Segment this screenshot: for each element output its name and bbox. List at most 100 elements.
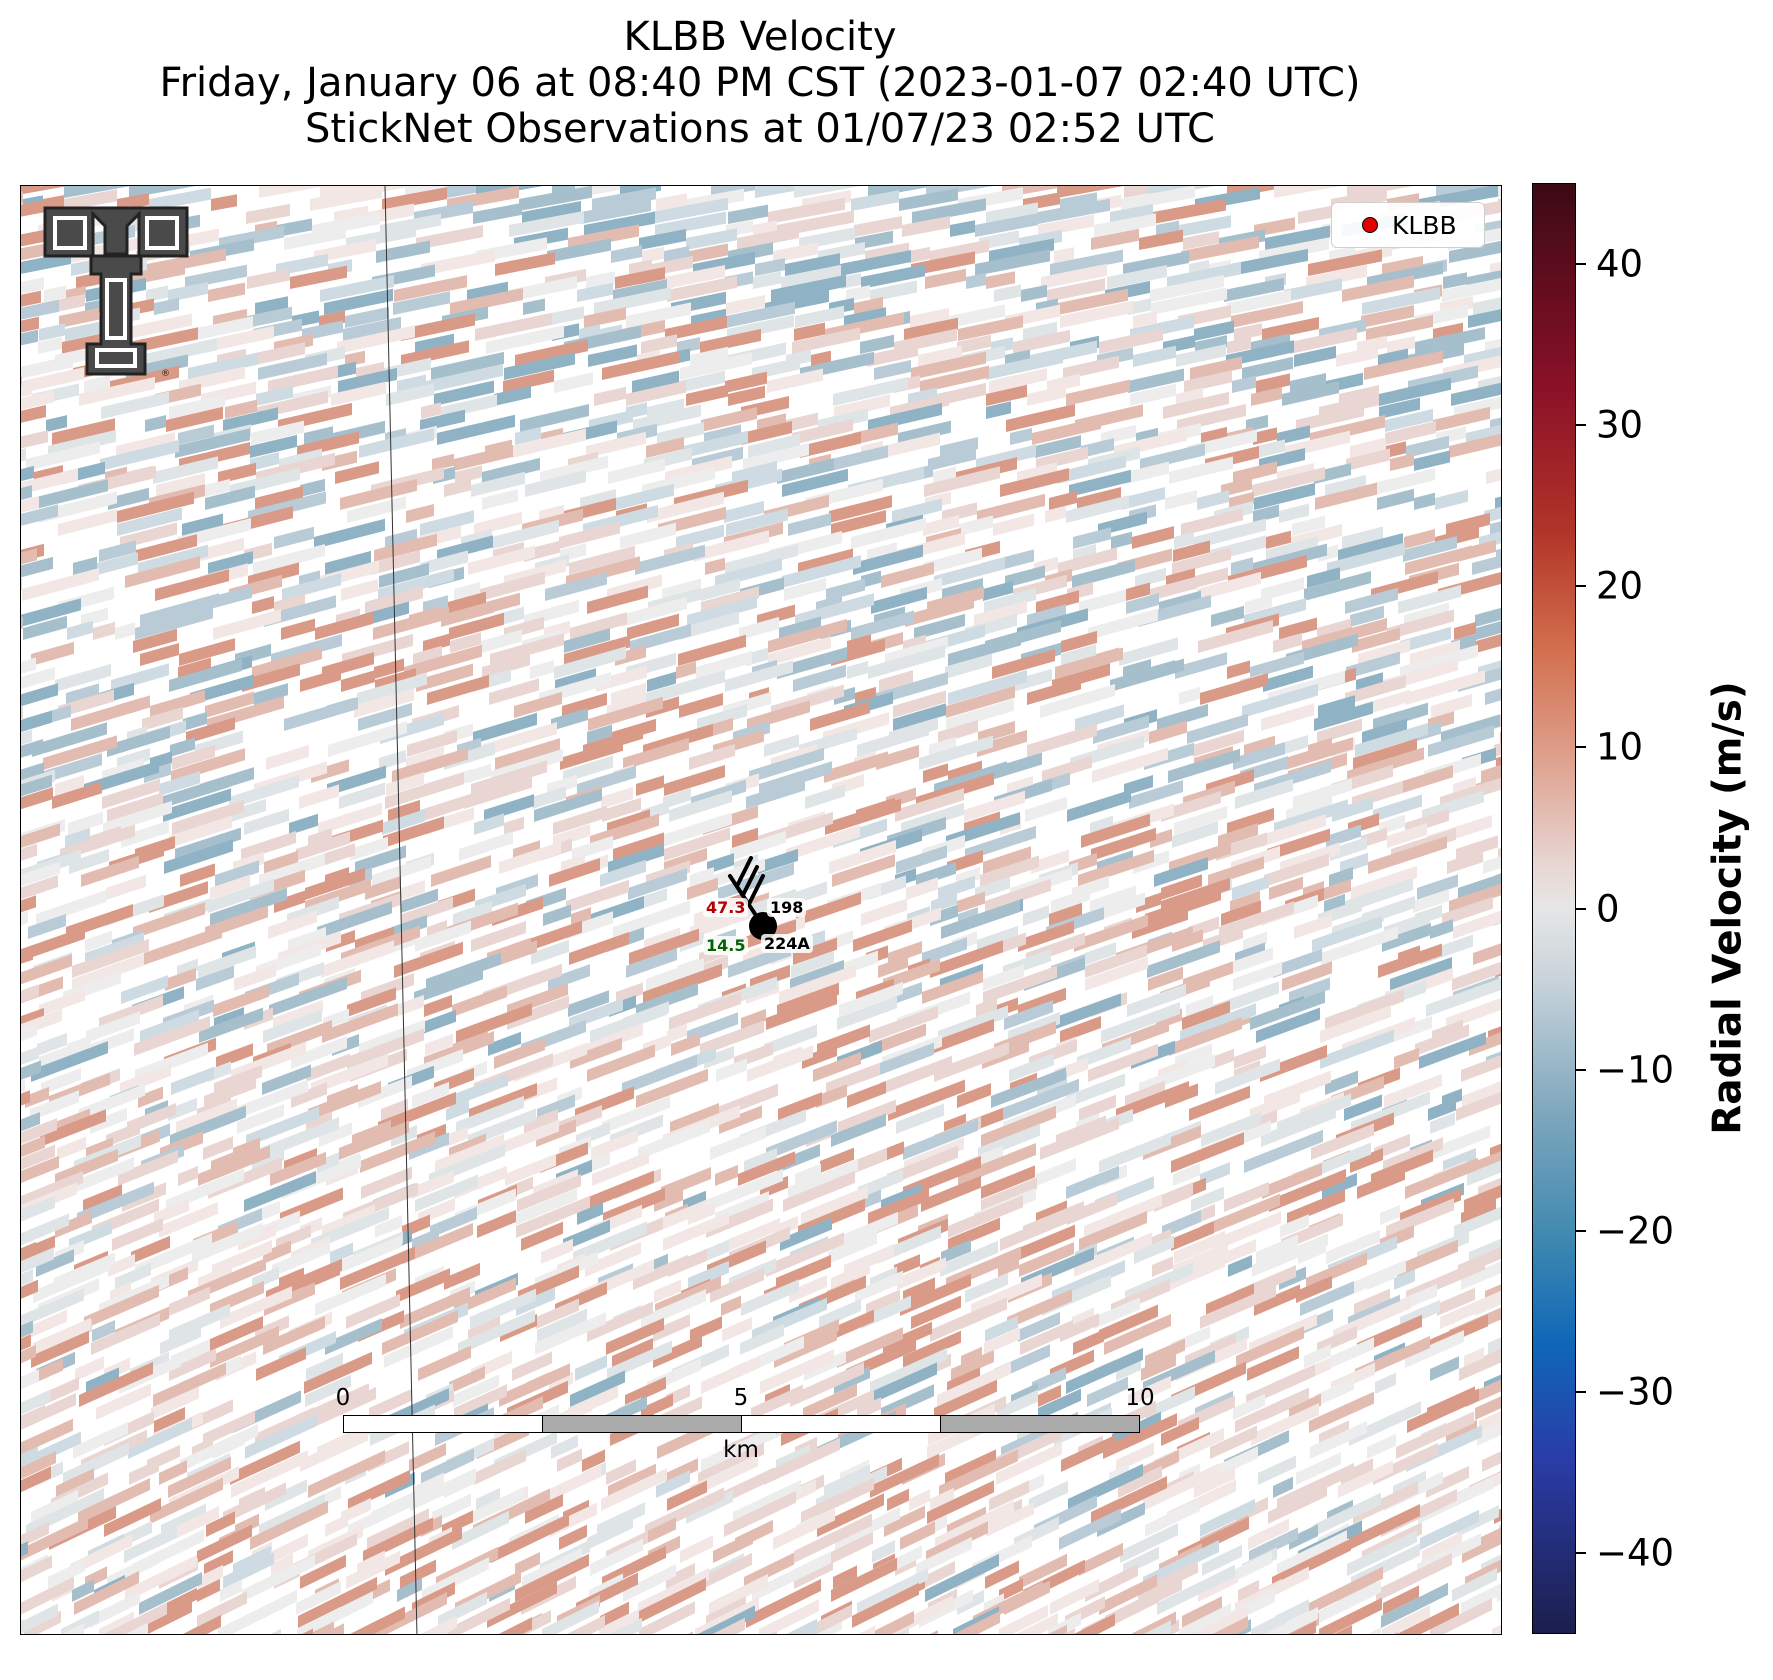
radar-gate — [946, 685, 1015, 718]
radar-gate — [223, 1552, 274, 1589]
radar-gate — [1462, 1532, 1501, 1563]
radar-gate — [298, 1576, 377, 1628]
radar-gate — [746, 1578, 821, 1628]
radar-gate — [420, 789, 484, 822]
radar-gate — [382, 187, 447, 211]
radar-gate — [223, 407, 278, 432]
radar-gate — [21, 1603, 58, 1634]
radar-gate — [746, 778, 805, 809]
radar-gate — [320, 186, 347, 198]
radar-gate — [867, 542, 897, 562]
radar-gate — [1254, 1284, 1300, 1316]
radar-gate — [437, 414, 515, 445]
radar-gate — [241, 831, 296, 861]
radar-gate — [1179, 686, 1200, 705]
radar-gate — [1318, 695, 1355, 718]
radar-gate — [749, 747, 824, 783]
radar-gate — [926, 1018, 994, 1056]
radar-gate — [728, 385, 765, 406]
radar-gate — [43, 735, 117, 770]
radar-gate — [725, 371, 767, 393]
radar-gate — [874, 359, 911, 380]
radar-gate — [1501, 786, 1502, 809]
radar-gate — [858, 1625, 875, 1634]
radar-gate — [21, 577, 22, 591]
radar-gate — [404, 644, 482, 679]
radar-gate — [1150, 828, 1172, 848]
radar-gate — [305, 1374, 351, 1407]
radar-gate — [1256, 1007, 1320, 1043]
radar-gate — [1442, 278, 1501, 302]
radar-gate — [245, 1414, 317, 1459]
map-title: KLBB Velocity Friday, January 06 at 08:4… — [0, 14, 1520, 152]
radar-gate — [65, 827, 90, 848]
radar-gate — [958, 1142, 1036, 1186]
radar-gate — [741, 1008, 766, 1030]
radar-gate — [918, 345, 962, 367]
radar-gate — [415, 920, 471, 952]
radar-gate — [1419, 1032, 1486, 1069]
radar-gate — [626, 380, 686, 406]
radar-gate — [84, 1284, 159, 1329]
radar-gate — [99, 1611, 134, 1634]
radar-gate — [686, 384, 728, 406]
radar-gate — [1075, 704, 1124, 731]
radar-gate — [401, 879, 425, 900]
radar-gate — [499, 841, 561, 874]
radar-gate — [572, 835, 613, 861]
radar-gate — [824, 751, 888, 783]
radar-gate — [667, 1480, 707, 1511]
radar-gate — [244, 808, 289, 835]
radar-gate — [938, 719, 978, 744]
radar-gate — [586, 431, 646, 458]
radar-gate — [416, 663, 473, 692]
radar-gate — [1218, 823, 1258, 848]
radar-gate — [481, 721, 557, 757]
radar-gate — [41, 1067, 81, 1095]
radar-gate — [525, 469, 586, 497]
radar-gate — [347, 496, 406, 523]
radar-gate — [1426, 1465, 1469, 1498]
radar-gate — [1449, 240, 1501, 263]
radar-gate — [21, 598, 81, 627]
radar-gate — [587, 1301, 653, 1342]
radar-gate — [300, 1554, 346, 1589]
radar-gate — [871, 586, 927, 614]
radar-gate — [632, 370, 679, 393]
radar-gate — [714, 858, 765, 887]
radar-gate — [213, 984, 269, 1017]
radar-gate — [770, 1630, 777, 1634]
radar-gate — [171, 1066, 214, 1095]
radar-gate — [600, 859, 646, 887]
radar-gate — [570, 1370, 625, 1407]
radar-gate — [861, 570, 881, 588]
radar-gate — [420, 510, 474, 536]
radar-gate — [330, 1242, 353, 1264]
radar-gate — [1023, 905, 1049, 926]
radar-gate — [653, 1313, 690, 1342]
radar-gate — [789, 1274, 827, 1303]
radar-gate — [21, 1404, 45, 1428]
radar-gate — [1320, 1029, 1394, 1069]
radar-gate — [1300, 1280, 1354, 1316]
radar-gate — [1081, 813, 1150, 848]
radar-gate — [31, 1489, 78, 1524]
radar-gate — [981, 1105, 1056, 1147]
radar-gate — [21, 1079, 25, 1093]
radar-gate — [359, 428, 434, 458]
radar-gate — [471, 920, 526, 952]
radar-gate — [339, 782, 385, 809]
radar-gate — [1321, 926, 1398, 965]
radar-map[interactable]: ® KLBB 47.3 198 14.5 224A 0 5 10 km — [20, 185, 1502, 1635]
radar-gate — [1431, 693, 1472, 718]
radar-gate — [948, 633, 1021, 666]
radar-gate — [223, 1482, 286, 1524]
radar-gate — [1233, 461, 1277, 484]
radar-gate — [311, 1053, 388, 1095]
radar-gate — [394, 941, 463, 978]
radar-gate — [175, 428, 250, 458]
radar-gate — [768, 618, 847, 653]
radar-gate — [270, 1151, 326, 1186]
radar-gate — [612, 1338, 653, 1368]
radar-gate — [688, 1260, 729, 1290]
